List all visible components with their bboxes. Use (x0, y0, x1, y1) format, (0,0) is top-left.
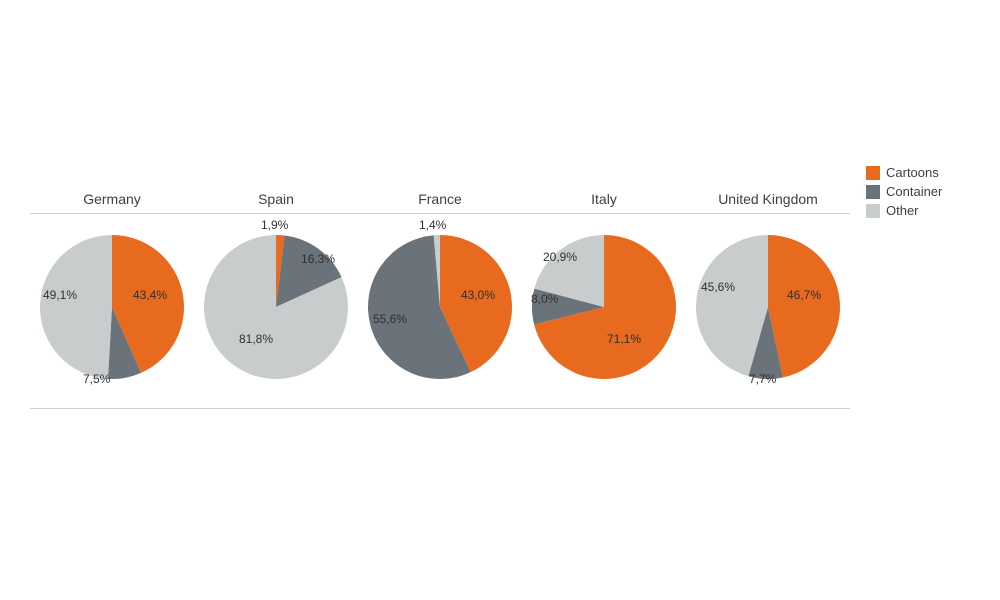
titles-row: GermanySpainFranceItalyUnited Kingdom (30, 191, 850, 214)
legend-label: Container (886, 184, 942, 199)
pie-cell: 71,1% 8,0% 20,9% (522, 232, 686, 382)
slice-label: 7,7% (749, 372, 776, 386)
country-title: Italy (522, 191, 686, 207)
legend-swatch (866, 185, 880, 199)
country-title: United Kingdom (686, 191, 850, 207)
pie-chart (365, 232, 515, 382)
pie-slice-other (40, 235, 112, 379)
chart-container: GermanySpainFranceItalyUnited Kingdom 43… (0, 0, 1000, 600)
legend-item: Container (866, 184, 970, 199)
slice-label: 8,0% (531, 292, 558, 306)
pie-cell: 43,0%55,6%1,4% (358, 232, 522, 382)
legend: Cartoons Container Other (850, 165, 970, 222)
pie-wrap: 1,9%16,3%81,8% (201, 232, 351, 382)
pie-slice-cartoons (768, 235, 840, 377)
slice-label: 16,3% (301, 252, 335, 266)
legend-label: Cartoons (886, 165, 939, 180)
slice-label: 1,9% (261, 218, 288, 232)
pie-wrap: 71,1% 8,0% 20,9% (529, 232, 679, 382)
pie-cell: 43,4%7,5%49,1% (30, 232, 194, 382)
slice-label: 1,4% (419, 218, 446, 232)
slice-label: 49,1% (43, 288, 77, 302)
legend-item: Other (866, 203, 970, 218)
pie-cell: 1,9%16,3%81,8% (194, 232, 358, 382)
slice-label: 43,0% (461, 288, 495, 302)
legend-swatch (866, 166, 880, 180)
slice-label: 81,8% (239, 332, 273, 346)
slice-label: 7,5% (83, 372, 110, 386)
slice-label: 43,4% (133, 288, 167, 302)
slice-label: 46,7% (787, 288, 821, 302)
pie-wrap: 43,0%55,6%1,4% (365, 232, 515, 382)
charts-region: GermanySpainFranceItalyUnited Kingdom 43… (30, 191, 850, 409)
legend-swatch (866, 204, 880, 218)
pie-cell: 46,7%7,7%45,6% (686, 232, 850, 382)
pie-wrap: 46,7%7,7%45,6% (693, 232, 843, 382)
country-title: Spain (194, 191, 358, 207)
legend-label: Other (886, 203, 919, 218)
slice-label: 71,1% (607, 332, 641, 346)
pie-wrap: 43,4%7,5%49,1% (37, 232, 187, 382)
legend-item: Cartoons (866, 165, 970, 180)
pies-row: 43,4%7,5%49,1%1,9%16,3%81,8%43,0%55,6%1,… (30, 214, 850, 409)
country-title: Germany (30, 191, 194, 207)
pie-chart (37, 232, 187, 382)
country-title: France (358, 191, 522, 207)
slice-label: 20,9% (543, 250, 577, 264)
slice-label: 55,6% (373, 312, 407, 326)
slice-label: 45,6% (701, 280, 735, 294)
pie-chart (693, 232, 843, 382)
